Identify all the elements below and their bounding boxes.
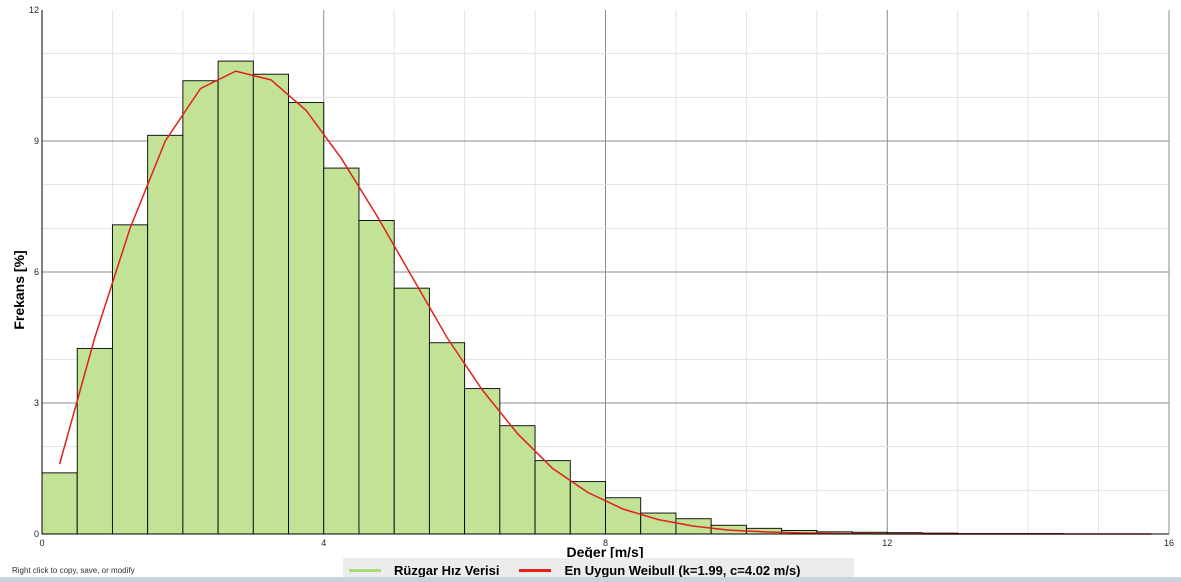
- y-axis-title: Frekans [%]: [11, 250, 27, 329]
- histogram-bar: [323, 167, 360, 535]
- x-tick-label: 12: [882, 538, 892, 548]
- legend-swatch-weibull: [519, 568, 552, 572]
- histogram-bar: [499, 425, 536, 535]
- histogram-bar: [41, 472, 78, 535]
- x-tick-label: 8: [603, 538, 608, 548]
- x-axis-title: Değer [m/s]: [566, 544, 643, 560]
- histogram-bar: [569, 481, 606, 535]
- legend-label-wind-data: Rüzgar Hız Verisi: [394, 562, 500, 578]
- x-tick-label: 16: [1164, 538, 1174, 548]
- bars-layer: [41, 60, 1064, 535]
- legend-item-weibull: En Uygun Weibull (k=1.99, c=4.02 m/s): [519, 562, 801, 578]
- legend-swatch-wind-data: [349, 568, 381, 572]
- histogram-bar: [217, 60, 254, 535]
- histogram-bar: [393, 287, 430, 535]
- y-tick-label: 3: [34, 398, 39, 408]
- histogram-bar: [358, 220, 395, 535]
- x-tick-label: 0: [39, 538, 44, 548]
- bottom-scrollbar-strip: [0, 577, 1181, 582]
- histogram-bar: [76, 347, 113, 535]
- histogram-bar: [464, 388, 501, 535]
- y-tick-label: 12: [29, 5, 39, 15]
- histogram-bar: [428, 342, 466, 535]
- y-tick-label: 9: [34, 136, 39, 146]
- y-tick-label: 0: [34, 529, 39, 539]
- legend-label-weibull: En Uygun Weibull (k=1.99, c=4.02 m/s): [564, 562, 801, 578]
- x-tick-label: 4: [321, 538, 326, 548]
- histogram-bar: [534, 460, 571, 535]
- histogram-bar: [252, 73, 289, 535]
- y-tick-label: 6: [34, 267, 39, 277]
- legend-item-wind-data: Rüzgar Hız Verisi: [349, 563, 499, 578]
- histogram-bar: [182, 80, 219, 535]
- histogram-bar: [111, 224, 149, 535]
- tick-labels: 0 4 8 12 16 0 3 6 9 12: [29, 5, 1174, 548]
- histogram-bar: [288, 102, 325, 535]
- context-hint: Right click to copy, save, or modify: [12, 566, 135, 575]
- histogram-bar: [147, 134, 184, 535]
- axes: [41, 10, 1170, 535]
